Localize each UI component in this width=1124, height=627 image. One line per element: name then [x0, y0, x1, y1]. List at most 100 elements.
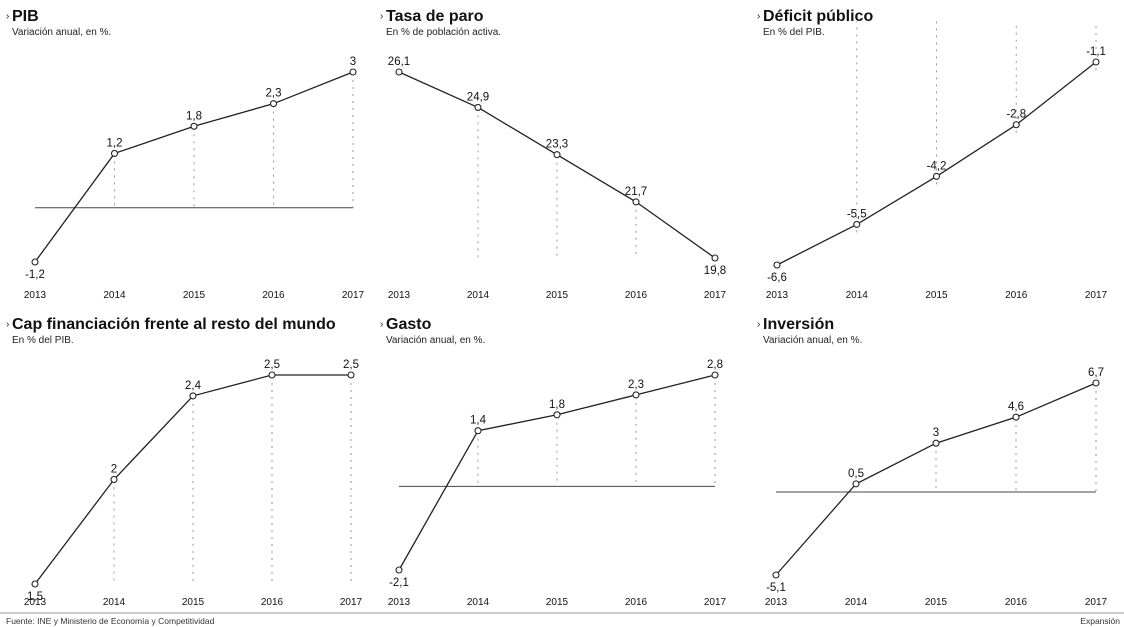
data-label: 26,1: [388, 56, 410, 68]
data-label: 2,8: [707, 359, 723, 371]
x-tick-label: 2016: [1005, 597, 1028, 608]
title-marker: ›: [757, 11, 760, 22]
series-line: [398, 71, 716, 259]
data-point: [31, 580, 39, 588]
data-label: 1,8: [186, 110, 202, 122]
data-label: -1,2: [25, 269, 45, 281]
x-tick-label: 2015: [182, 597, 205, 608]
data-label: 1,2: [107, 137, 123, 149]
data-label: 0,5: [848, 468, 864, 480]
x-tick-label: 2016: [625, 290, 648, 301]
data-label: -2,1: [389, 577, 409, 589]
data-label: 1,8: [549, 399, 565, 411]
data-point: [349, 68, 357, 76]
data-label: -2,8: [1006, 109, 1026, 121]
data-point: [853, 220, 861, 228]
data-label: 2,3: [628, 379, 644, 391]
data-label: 2,4: [185, 380, 202, 392]
data-label: 2,3: [266, 88, 282, 100]
title-marker: ›: [380, 319, 383, 330]
series-line: [34, 71, 354, 263]
x-tick-label: 2013: [766, 290, 789, 301]
chart-subtitle: En % de población activa.: [386, 27, 501, 38]
data-point: [31, 258, 39, 266]
data-label: -5,1: [766, 582, 786, 594]
x-tick-label: 2017: [1085, 290, 1108, 301]
data-point: [772, 571, 780, 579]
x-tick-label: 2013: [24, 597, 47, 608]
chart-title: Tasa de paro: [386, 8, 484, 25]
chart-panel: › Gasto Variación anual, en %. -2,1 2013 1,4 2…: [380, 316, 727, 608]
data-point: [932, 439, 940, 447]
x-tick-label: 2017: [704, 597, 727, 608]
data-label: 23,3: [546, 139, 568, 151]
data-label: 6,7: [1088, 367, 1104, 379]
chart-subtitle: En % del PIB.: [12, 335, 74, 346]
data-point: [268, 371, 276, 379]
chart-panel: › Tasa de paro En % de población activa. 26…: [380, 8, 727, 301]
data-label: -4,2: [927, 160, 947, 172]
title-marker: ›: [380, 11, 383, 22]
x-tick-label: 2014: [467, 290, 490, 301]
x-tick-label: 2013: [388, 290, 411, 301]
data-point: [852, 480, 860, 488]
title-marker: ›: [757, 319, 760, 330]
data-label: 2,5: [264, 359, 280, 371]
chart-title: Déficit público: [763, 8, 873, 25]
data-label: 2,5: [343, 359, 359, 371]
data-label: 4,6: [1008, 401, 1024, 413]
x-tick-label: 2015: [183, 290, 206, 301]
chart-panel: › Cap financiación frente al resto del mu…: [6, 316, 363, 608]
chart-title: Cap financiación frente al resto del mun…: [12, 316, 336, 333]
chart-panel: › PIB Variación anual, en %. -1,2 2013 1,2 201…: [6, 8, 365, 301]
data-point: [395, 68, 403, 76]
data-point: [711, 254, 719, 262]
chart-subtitle: En % del PIB.: [763, 27, 825, 38]
data-label: 1,4: [470, 415, 487, 427]
data-label: 3: [350, 56, 356, 68]
data-point: [553, 151, 561, 159]
x-tick-label: 2016: [625, 597, 648, 608]
data-point: [474, 427, 482, 435]
data-point: [347, 371, 355, 379]
chart-subtitle: Variación anual, en %.: [386, 335, 485, 346]
data-label: 2: [111, 464, 117, 476]
x-tick-label: 2015: [546, 290, 569, 301]
data-point: [711, 371, 719, 379]
chart-panel: › Inversión Variación anual, en %. -5,1 2013…: [757, 316, 1108, 608]
data-point: [632, 198, 640, 206]
data-point: [395, 566, 403, 574]
x-tick-label: 2017: [340, 597, 363, 608]
chart-panel: › Déficit público En % del PIB. -6,6 2013 -5,…: [757, 8, 1108, 301]
data-point: [110, 149, 119, 157]
data-point: [1012, 121, 1020, 129]
data-label: 3: [933, 427, 939, 439]
chart-title: Gasto: [386, 316, 432, 333]
x-tick-label: 2015: [925, 290, 948, 301]
data-label: 1,5: [27, 591, 43, 603]
data-point: [1012, 413, 1020, 421]
x-tick-label: 2016: [261, 597, 284, 608]
footer-brand: Expansión: [1080, 616, 1120, 626]
x-tick-label: 2013: [24, 290, 47, 301]
x-tick-label: 2017: [342, 290, 365, 301]
data-label: 21,7: [625, 186, 647, 198]
x-tick-label: 2014: [103, 290, 126, 301]
data-label: -6,6: [767, 272, 787, 284]
x-tick-label: 2014: [845, 597, 868, 608]
x-tick-label: 2013: [388, 597, 411, 608]
data-point: [932, 172, 941, 180]
chart-subtitle: Variación anual, en %.: [763, 335, 862, 346]
chart-title: Inversión: [763, 316, 834, 333]
data-point: [1092, 58, 1100, 66]
data-label: 24,9: [467, 91, 489, 103]
x-tick-label: 2016: [1005, 290, 1028, 301]
data-point: [773, 261, 781, 269]
data-point: [632, 391, 640, 399]
data-point: [190, 122, 198, 130]
x-tick-label: 2017: [704, 290, 727, 301]
title-marker: ›: [6, 319, 9, 330]
data-label: -1,1: [1086, 46, 1106, 58]
footer-source: Fuente: INE y Ministerio de Economía y C…: [6, 616, 215, 626]
